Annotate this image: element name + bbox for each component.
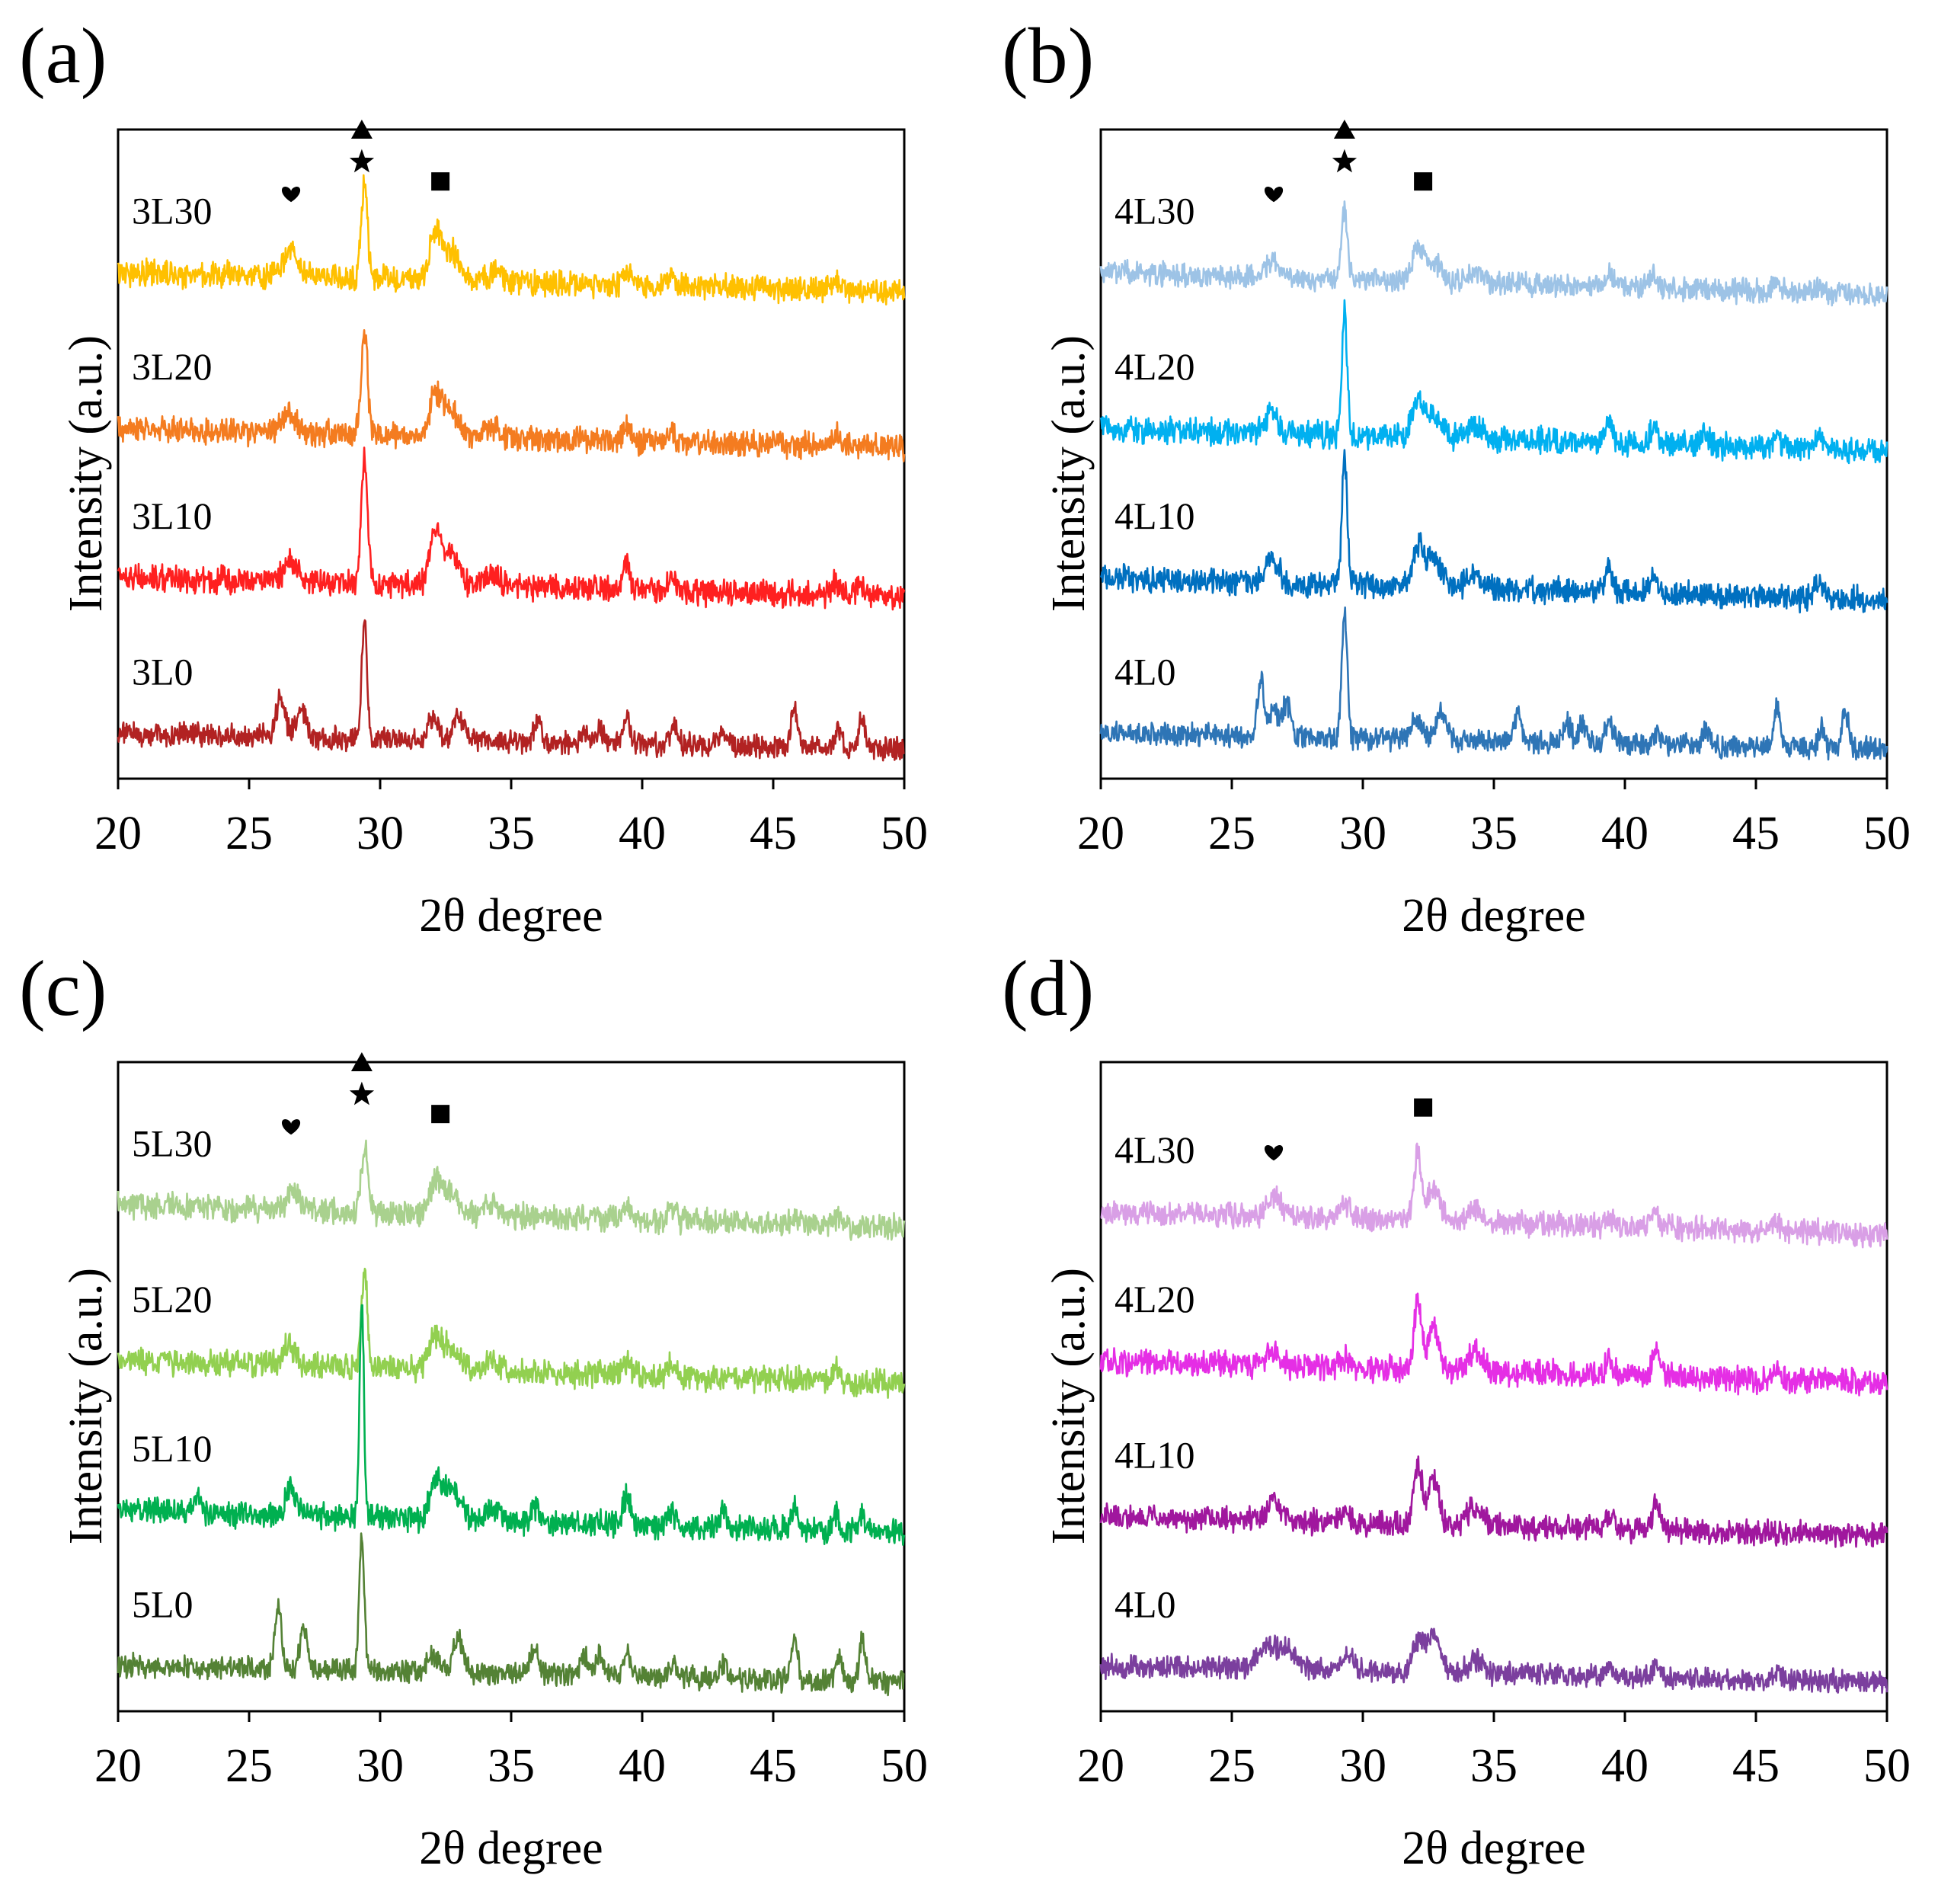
series-label-5l0: 5L0 bbox=[132, 1582, 193, 1625]
x-tick-label: 40 bbox=[619, 808, 666, 859]
panel-b: (b) 20 25 30 35 40 45 50 2θ degree Intensity (a.u… bbox=[1002, 12, 1911, 942]
x-tick-label: 40 bbox=[1601, 1740, 1649, 1792]
y-axis-title: Intensity (a.u.) bbox=[1043, 335, 1095, 612]
x-tick-label: 35 bbox=[488, 808, 535, 859]
series-trace-5l10 bbox=[117, 1304, 906, 1546]
panel-label: (a) bbox=[19, 12, 107, 100]
x-tick-label: 50 bbox=[881, 808, 928, 859]
x-tick-label: 45 bbox=[750, 1740, 797, 1792]
star-marker-icon bbox=[1332, 149, 1358, 173]
x-tick-label: 25 bbox=[1208, 1740, 1255, 1792]
x-tick-label: 45 bbox=[1732, 1740, 1780, 1792]
x-axis-title: 2θ degree bbox=[419, 890, 603, 942]
panel-label: (c) bbox=[19, 945, 107, 1032]
x-tick-label: 25 bbox=[1208, 808, 1255, 859]
x-tick-label: 30 bbox=[357, 1740, 404, 1792]
square-marker-icon bbox=[431, 1105, 450, 1124]
triangle-marker-icon bbox=[350, 120, 373, 139]
y-axis-title: Intensity (a.u.) bbox=[60, 1268, 112, 1544]
x-tick-label: 50 bbox=[881, 1740, 928, 1792]
series-trace-4l30 bbox=[1099, 200, 1888, 307]
panel-label: (b) bbox=[1002, 12, 1094, 100]
series-label-4l30: 4L30 bbox=[1115, 1128, 1195, 1171]
plot-frame bbox=[1099, 1061, 1888, 1713]
x-tick-label: 25 bbox=[225, 808, 273, 859]
series-trace-4l20 bbox=[1099, 299, 1888, 465]
series-trace-3l20 bbox=[117, 329, 906, 462]
series-trace-5l0 bbox=[117, 1532, 905, 1697]
square-marker-icon bbox=[1414, 1098, 1433, 1117]
x-axis-title: 2θ degree bbox=[1402, 890, 1585, 942]
x-tick-label: 20 bbox=[1077, 1740, 1124, 1792]
panel-a: (a) 20 25 30 35 40 45 50 2θ degree Intensity (a.u… bbox=[19, 12, 928, 942]
x-tick-label: 40 bbox=[619, 1740, 666, 1792]
heart-marker-icon bbox=[1264, 186, 1284, 203]
series-trace-4l0 bbox=[1099, 1627, 1888, 1694]
x-tick-label: 50 bbox=[1863, 808, 1911, 859]
x-tick-label: 45 bbox=[750, 808, 797, 859]
series-label-4l30: 4L30 bbox=[1115, 190, 1195, 232]
series-trace-3l30 bbox=[117, 174, 906, 306]
series-label-4l20: 4L20 bbox=[1115, 1278, 1195, 1320]
x-tick-label: 50 bbox=[1863, 1740, 1911, 1792]
x-tick-label: 35 bbox=[488, 1740, 535, 1792]
series-trace-3l0 bbox=[117, 619, 906, 762]
x-tick-label: 20 bbox=[1077, 808, 1124, 859]
x-tick-label: 30 bbox=[1339, 808, 1386, 859]
x-tick-label: 30 bbox=[357, 808, 404, 859]
panel-c: (c) 20 25 30 35 40 45 50 2θ degree Intensity (a.u… bbox=[19, 945, 928, 1874]
series-label-5l20: 5L20 bbox=[132, 1278, 213, 1320]
square-marker-icon bbox=[431, 172, 450, 191]
series-trace-4l20 bbox=[1099, 1292, 1888, 1397]
star-marker-icon bbox=[349, 149, 375, 173]
series-label-4l20: 4L20 bbox=[1115, 345, 1195, 388]
triangle-marker-icon bbox=[350, 1052, 373, 1071]
heart-marker-icon bbox=[1264, 1145, 1284, 1161]
x-tick-label: 35 bbox=[1470, 1740, 1517, 1792]
x-axis-title: 2θ degree bbox=[419, 1822, 603, 1874]
panel-d: (d) 20 25 30 35 40 45 50 2θ degree Intensity (a.u… bbox=[1002, 945, 1911, 1874]
series-label-4l10: 4L10 bbox=[1115, 494, 1195, 537]
y-axis-title: Intensity (a.u.) bbox=[1043, 1268, 1095, 1544]
series-label-5l10: 5L10 bbox=[132, 1427, 213, 1470]
x-tick-label: 20 bbox=[94, 808, 142, 859]
x-tick-label: 40 bbox=[1601, 808, 1649, 859]
series-label-4l0: 4L0 bbox=[1115, 650, 1176, 693]
x-axis-title: 2θ degree bbox=[1402, 1822, 1585, 1874]
series-label-3l30: 3L30 bbox=[132, 190, 213, 232]
series-label-3l10: 3L10 bbox=[132, 494, 213, 537]
heart-marker-icon bbox=[281, 1118, 301, 1135]
series-trace-5l20 bbox=[117, 1267, 906, 1399]
triangle-marker-icon bbox=[1333, 120, 1355, 139]
x-tick-label: 20 bbox=[94, 1740, 142, 1792]
series-label-4l10: 4L10 bbox=[1115, 1434, 1195, 1477]
series-trace-4l30 bbox=[1100, 1142, 1888, 1249]
series-label-5l30: 5L30 bbox=[132, 1122, 213, 1165]
series-trace-5l30 bbox=[117, 1139, 906, 1241]
x-tick-label: 30 bbox=[1339, 1740, 1386, 1792]
square-marker-icon bbox=[1414, 172, 1433, 191]
series-label-3l0: 3L0 bbox=[132, 650, 193, 693]
x-tick-label: 45 bbox=[1732, 808, 1780, 859]
star-marker-icon bbox=[349, 1081, 375, 1106]
x-tick-label: 35 bbox=[1470, 808, 1517, 859]
series-label-4l0: 4L0 bbox=[1115, 1582, 1176, 1625]
series-trace-3l10 bbox=[117, 446, 906, 611]
panel-label: (d) bbox=[1002, 945, 1094, 1032]
x-tick-label: 25 bbox=[225, 1740, 273, 1792]
series-trace-4l0 bbox=[1099, 606, 1888, 761]
y-axis-title: Intensity (a.u.) bbox=[60, 335, 112, 612]
series-label-3l20: 3L20 bbox=[132, 345, 213, 388]
series-trace-4l10 bbox=[1099, 449, 1888, 614]
series-trace-4l10 bbox=[1099, 1455, 1888, 1548]
heart-marker-icon bbox=[281, 186, 301, 203]
